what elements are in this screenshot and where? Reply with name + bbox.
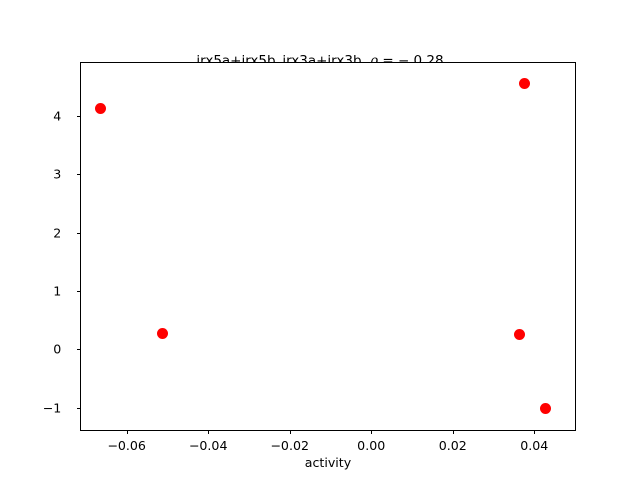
y-tick-label: 1	[53, 283, 62, 299]
scatter-point	[518, 78, 530, 90]
x-tick-label: 0.04	[520, 438, 549, 453]
y-tick-label: 0	[53, 341, 62, 357]
x-tick-mark	[289, 430, 291, 434]
plot-axes: −0.06 −0.04 −0.02 0.00 0.02 0.04 4 3 2 1 0 −1	[43, 62, 576, 453]
scatter-point	[514, 329, 526, 341]
x-axis-label: activity	[304, 455, 352, 470]
rho-symbol: ρ	[370, 53, 379, 69]
x-tick-mark	[534, 430, 536, 434]
plot-area	[81, 63, 575, 430]
y-tick-mark	[77, 349, 81, 351]
y-tick-mark	[77, 407, 81, 409]
x-tick-mark	[371, 430, 373, 434]
y-tick-mark	[77, 232, 81, 234]
x-tick-mark	[126, 430, 128, 434]
scatter-point	[94, 102, 106, 114]
y-tick-label: −1	[42, 400, 62, 416]
x-tick-mark	[452, 430, 454, 434]
scatter-point	[157, 328, 169, 339]
y-tick-label: 3	[53, 166, 62, 182]
y-tick-mark	[77, 174, 81, 176]
scatter-point	[539, 403, 551, 415]
y-tick-mark	[77, 290, 81, 292]
x-tick-label: −0.04	[188, 438, 228, 453]
x-tick-label: −0.02	[270, 438, 309, 453]
x-tick-mark	[208, 430, 210, 434]
x-tick-label: 0.02	[438, 438, 467, 453]
y-tick-label: 4	[53, 108, 62, 124]
x-tick-label: −0.06	[107, 438, 146, 453]
y-tick-mark	[77, 116, 81, 118]
y-tick-label: 2	[53, 225, 62, 241]
x-tick-label: 0.00	[357, 438, 386, 453]
